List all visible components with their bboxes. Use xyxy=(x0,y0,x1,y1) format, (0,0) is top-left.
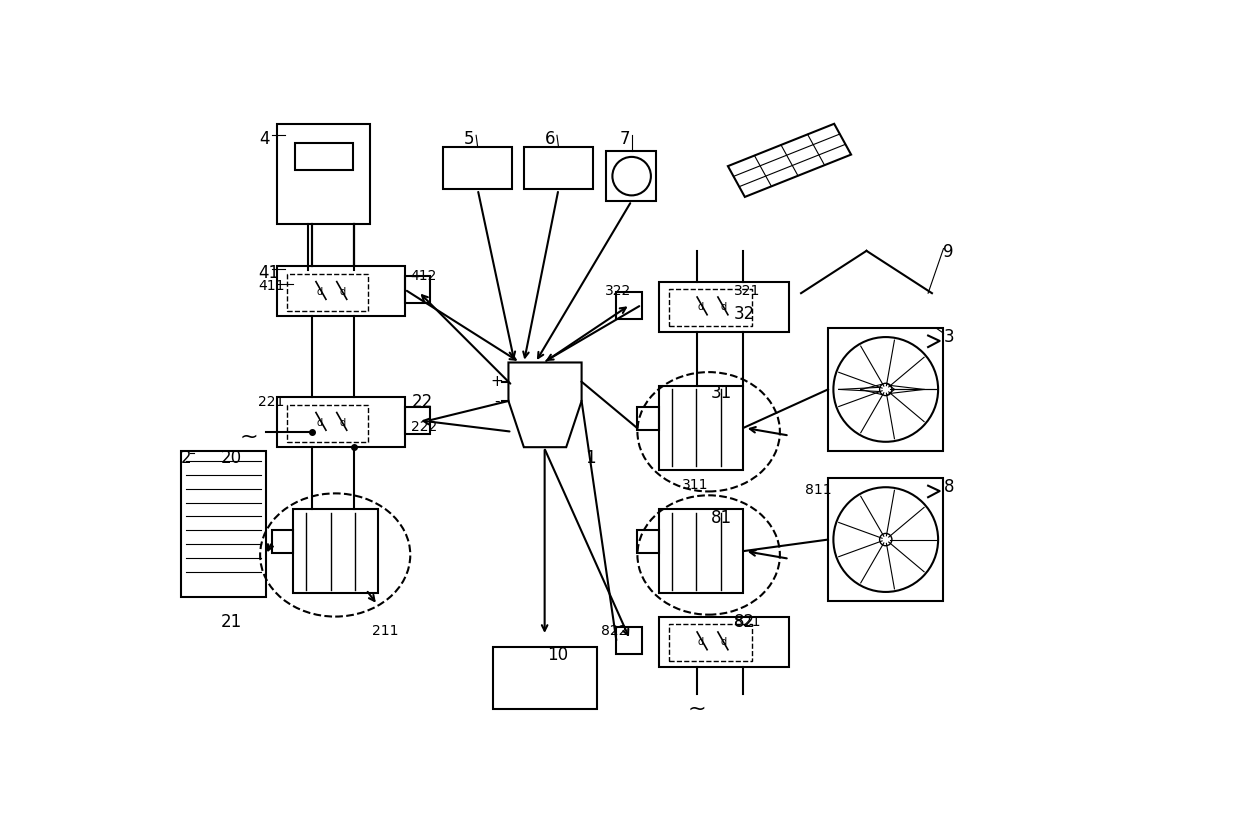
Text: d: d xyxy=(316,418,322,428)
Bar xyxy=(278,397,404,447)
Bar xyxy=(637,407,658,430)
Text: -: - xyxy=(495,393,500,409)
Bar xyxy=(658,617,790,667)
Text: 311: 311 xyxy=(682,478,708,492)
Bar xyxy=(658,282,790,331)
Text: 5: 5 xyxy=(464,130,474,148)
Text: 41: 41 xyxy=(258,264,279,282)
Bar xyxy=(494,648,596,709)
Text: 811: 811 xyxy=(805,482,832,497)
Text: 3: 3 xyxy=(944,328,954,346)
Text: 1: 1 xyxy=(585,449,596,466)
Text: 211: 211 xyxy=(372,624,398,638)
Bar xyxy=(404,407,430,434)
Bar xyxy=(181,451,265,597)
Text: 2: 2 xyxy=(181,449,192,466)
Text: 4: 4 xyxy=(259,130,270,148)
Bar xyxy=(272,530,293,554)
Text: 822: 822 xyxy=(601,624,627,638)
Text: 31: 31 xyxy=(711,384,732,402)
Bar xyxy=(668,624,751,661)
Text: 7: 7 xyxy=(620,130,631,148)
Text: 82: 82 xyxy=(734,612,755,631)
Text: 411: 411 xyxy=(258,279,285,294)
Text: d: d xyxy=(340,287,346,297)
Text: 32: 32 xyxy=(734,305,755,323)
Text: 321: 321 xyxy=(734,284,760,298)
Text: 20: 20 xyxy=(221,449,242,466)
Bar xyxy=(637,530,658,554)
Bar xyxy=(606,151,656,201)
Bar xyxy=(668,289,751,326)
Text: 222: 222 xyxy=(410,420,436,435)
Text: d: d xyxy=(698,637,704,647)
Text: 322: 322 xyxy=(605,284,631,298)
Bar xyxy=(616,627,641,654)
Text: 81: 81 xyxy=(711,508,732,527)
Text: 21: 21 xyxy=(221,612,243,631)
Bar xyxy=(658,508,743,593)
Bar xyxy=(278,124,370,224)
Text: d: d xyxy=(316,287,322,297)
Bar xyxy=(828,478,944,602)
Text: d: d xyxy=(698,302,704,312)
Bar xyxy=(523,147,593,190)
Text: 6: 6 xyxy=(544,130,556,148)
Text: 412: 412 xyxy=(410,268,436,283)
Bar xyxy=(288,405,368,442)
Text: 22: 22 xyxy=(412,393,434,411)
Bar xyxy=(278,266,404,316)
Text: +: + xyxy=(491,374,503,389)
Bar xyxy=(658,386,743,471)
Bar xyxy=(404,276,430,303)
Bar xyxy=(828,328,944,451)
Bar xyxy=(293,508,377,593)
Bar xyxy=(443,147,512,190)
Bar xyxy=(295,143,353,170)
Text: 821: 821 xyxy=(734,615,760,629)
Text: ~: ~ xyxy=(239,426,258,446)
Text: 8: 8 xyxy=(944,478,954,496)
Text: 10: 10 xyxy=(547,646,568,664)
Bar xyxy=(288,274,368,311)
Text: d: d xyxy=(340,418,346,428)
Text: ~: ~ xyxy=(688,699,707,719)
Text: d: d xyxy=(720,302,727,312)
Text: 221: 221 xyxy=(258,395,284,409)
Bar xyxy=(616,292,641,319)
Text: d: d xyxy=(720,637,727,647)
Text: 9: 9 xyxy=(944,243,954,261)
